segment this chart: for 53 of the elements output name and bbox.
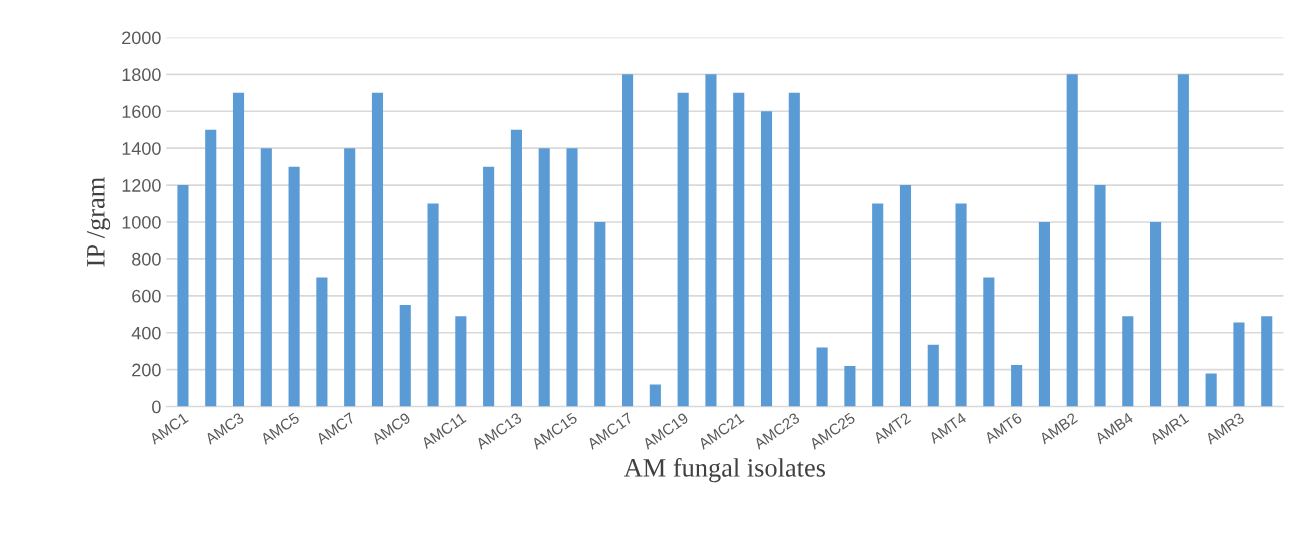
bar — [232, 92, 245, 407]
bar — [983, 277, 995, 407]
y-tick-label: 600 — [132, 289, 161, 303]
y-tick-label: 1800 — [122, 68, 161, 82]
bar — [760, 111, 773, 407]
bar — [344, 148, 356, 407]
y-tick-label: 0 — [152, 400, 161, 414]
bar — [288, 166, 300, 407]
bar — [427, 203, 439, 407]
bar — [205, 129, 217, 407]
y-tick-label: 1200 — [122, 179, 161, 192]
bar — [177, 185, 189, 407]
bar — [705, 74, 717, 407]
bar — [872, 203, 884, 407]
bar — [622, 74, 634, 407]
bar — [816, 347, 828, 407]
bar — [260, 148, 272, 407]
x-axis-title: AM fungal isolates — [623, 457, 826, 483]
bar — [316, 277, 328, 407]
bar — [510, 129, 522, 407]
y-axis-title: IP /gram — [87, 177, 111, 267]
bar — [927, 344, 939, 407]
bar — [371, 92, 384, 407]
bar — [1122, 316, 1134, 407]
bar — [1066, 74, 1078, 407]
bar — [399, 305, 411, 407]
y-tick-label: 800 — [132, 252, 161, 266]
bar — [1011, 365, 1023, 407]
y-tick-label: 1600 — [122, 105, 161, 118]
bar — [649, 384, 661, 407]
bar — [733, 92, 745, 407]
bar — [844, 365, 856, 407]
bar — [1205, 373, 1217, 407]
y-tick-label: 1400 — [122, 142, 161, 155]
bar — [538, 148, 550, 407]
y-tick-label: 2000 — [122, 31, 161, 45]
bar — [1094, 185, 1106, 407]
bar — [899, 185, 912, 407]
y-tick-label: 400 — [131, 326, 161, 340]
bar — [1177, 74, 1189, 407]
y-tick-label: 1000 — [122, 215, 161, 229]
y-tick-label: 200 — [132, 363, 161, 377]
bar — [566, 148, 578, 407]
bar — [1233, 322, 1245, 407]
bar — [455, 316, 467, 407]
bar — [594, 222, 606, 407]
bar — [1038, 222, 1050, 407]
bar — [1261, 316, 1273, 407]
bar — [788, 92, 800, 407]
bar — [1150, 222, 1162, 407]
bar — [955, 203, 967, 407]
bar — [483, 166, 495, 407]
bar — [677, 92, 689, 407]
